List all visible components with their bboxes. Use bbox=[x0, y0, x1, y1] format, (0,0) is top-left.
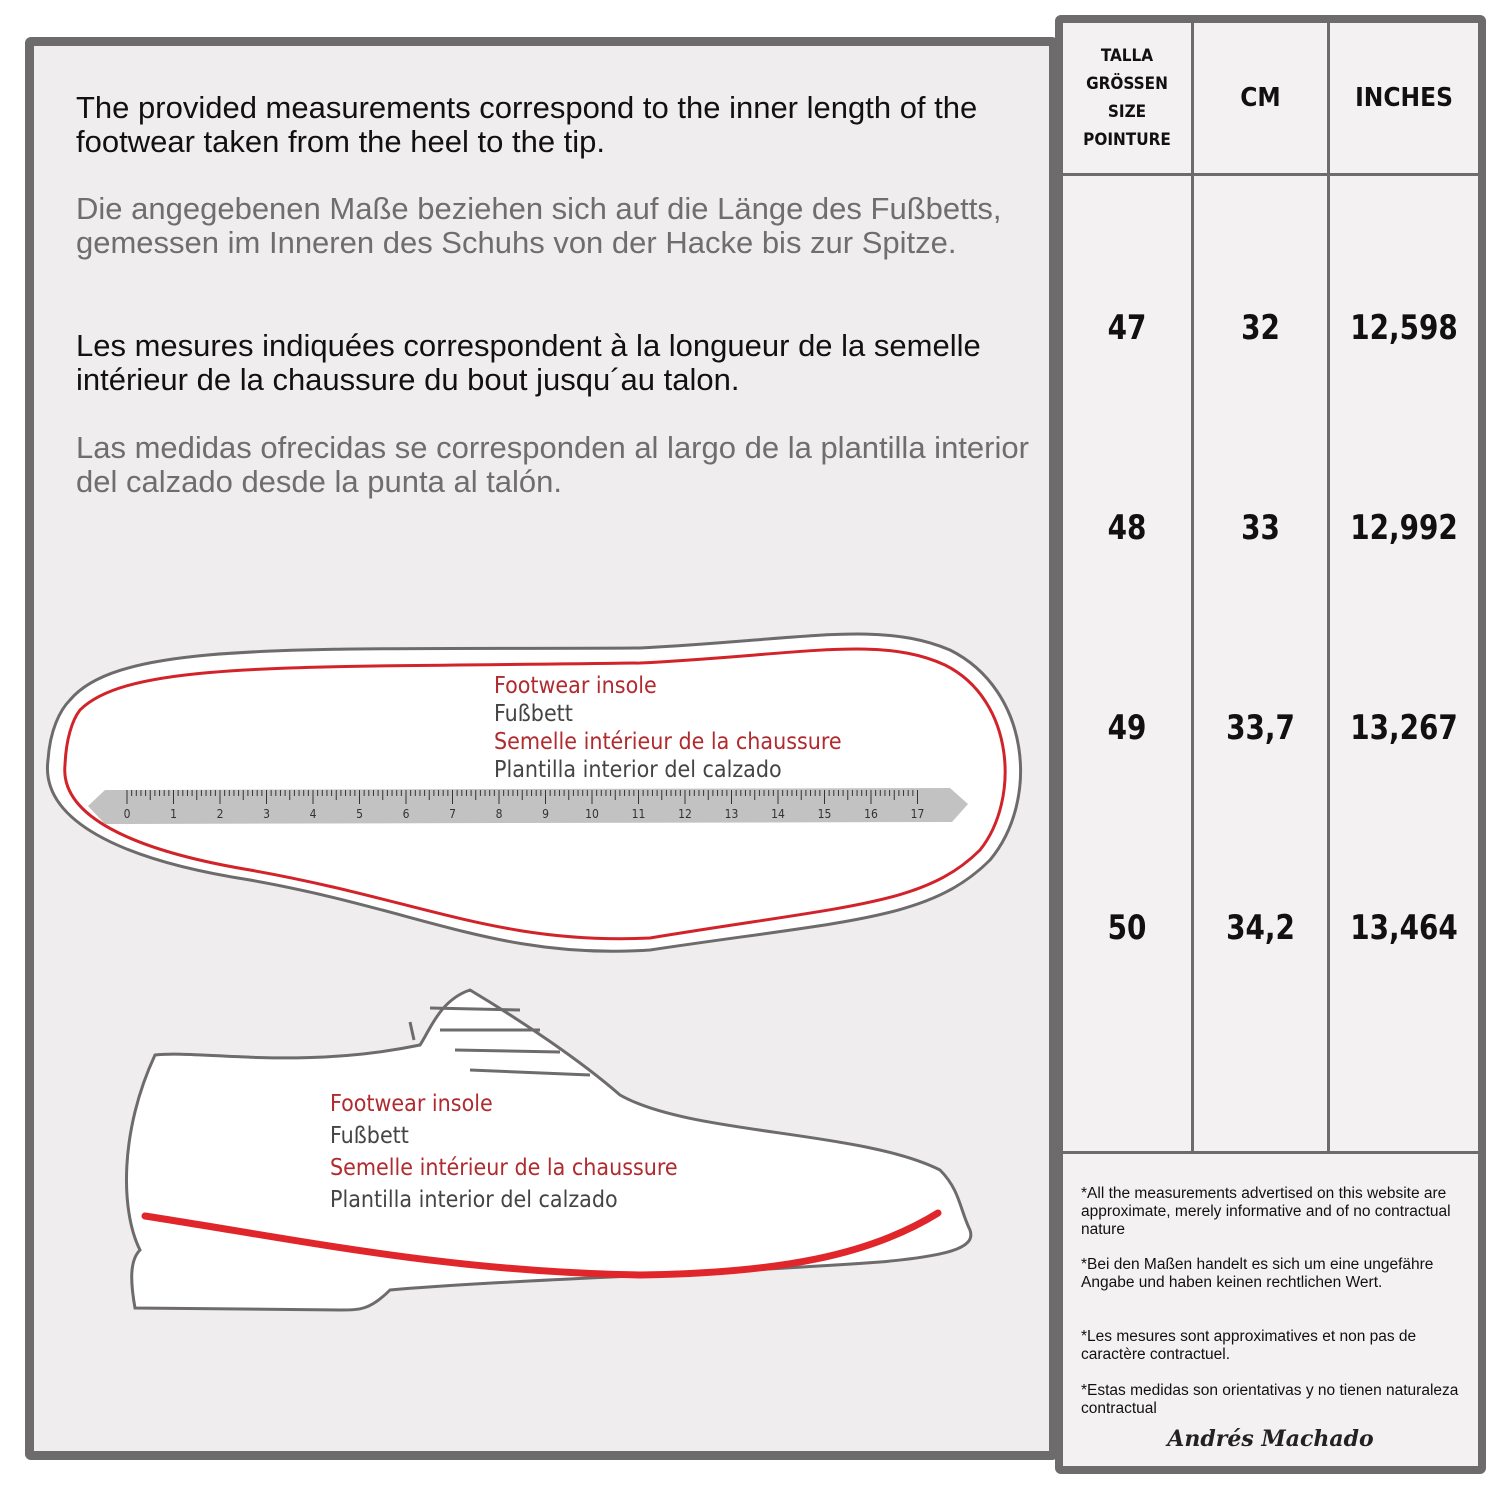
shoe-label-de: Fußbett bbox=[330, 1123, 409, 1149]
cell-inches: 12,992 bbox=[1350, 508, 1458, 548]
brand-logo: Andrés Machado bbox=[1167, 1426, 1374, 1452]
cell-size: 48 bbox=[1107, 508, 1147, 548]
cell-cm: 32 bbox=[1241, 308, 1280, 348]
shoe-label-fr: Semelle intérieur de la chaussure bbox=[330, 1155, 678, 1181]
ruler-number: 0 bbox=[124, 807, 131, 821]
insole-label-fr: Semelle intérieur de la chaussure bbox=[494, 729, 842, 755]
ruler-ticks: 0 1 2 3 4 5 6 7 8 9 10 11 12 13 14 15 16 17 bbox=[124, 790, 925, 821]
ruler-number: 4 bbox=[310, 807, 317, 821]
cell-inches: 13,267 bbox=[1350, 708, 1458, 748]
ruler-number: 14 bbox=[771, 807, 785, 821]
shoe-label-en: Footwear insole bbox=[330, 1091, 493, 1117]
insole-label-en: Footwear insole bbox=[494, 673, 657, 699]
header-size: TALLA GRÖSSEN SIZE POINTURE bbox=[1083, 46, 1171, 150]
intro-french: Les mesures indiquées correspondent à la… bbox=[76, 328, 981, 397]
ruler-number: 3 bbox=[263, 807, 270, 821]
insole-illustration: 0 1 2 3 4 5 6 7 8 9 10 11 12 13 14 15 16 17 bbox=[45, 632, 1023, 953]
ruler-number: 6 bbox=[403, 807, 410, 821]
intro-spanish: Las medidas ofrecidas se corresponden al… bbox=[76, 430, 1029, 499]
illustrations: 0 1 2 3 4 5 6 7 8 9 10 11 12 13 14 15 16 17 bbox=[45, 632, 1023, 1312]
note-en: *All the measurements advertised on this… bbox=[1081, 1185, 1451, 1238]
ruler-number: 1 bbox=[170, 807, 177, 821]
header-inches: INCHES bbox=[1355, 83, 1453, 113]
ruler-number: 10 bbox=[585, 807, 599, 821]
ruler-number: 17 bbox=[911, 807, 925, 821]
shoe-illustration bbox=[125, 988, 973, 1312]
note-fr: *Les mesures sont approximatives et non … bbox=[1081, 1328, 1417, 1363]
cell-cm: 33 bbox=[1241, 508, 1280, 548]
ruler-number: 16 bbox=[864, 807, 878, 821]
cell-inches: 12,598 bbox=[1350, 308, 1458, 348]
insole-line bbox=[141, 1209, 942, 1279]
note-es: *Estas medidas son orientativas y no tie… bbox=[1081, 1382, 1459, 1417]
cell-size: 47 bbox=[1107, 308, 1147, 348]
size-table: TALLA GRÖSSEN SIZE POINTURE CM INCHES 47 32 1… bbox=[1055, 15, 1486, 1474]
insole-label-de: Fußbett bbox=[494, 701, 573, 727]
cell-cm: 33,7 bbox=[1226, 708, 1295, 748]
cell-cm: 34,2 bbox=[1226, 908, 1295, 948]
header-cm: CM bbox=[1240, 83, 1281, 113]
note-de: *Bei den Maßen handelt es sich um eine u… bbox=[1081, 1256, 1434, 1291]
intro-english: The provided measurements correspond to … bbox=[76, 90, 978, 159]
ruler-number: 12 bbox=[678, 807, 692, 821]
ruler-number: 9 bbox=[542, 807, 549, 821]
cell-inches: 13,464 bbox=[1350, 908, 1458, 948]
ruler-number: 13 bbox=[725, 807, 739, 821]
ruler-number: 8 bbox=[496, 807, 503, 821]
ruler bbox=[88, 788, 968, 824]
shoe-label-es: Plantilla interior del calzado bbox=[330, 1187, 618, 1213]
ruler-number: 15 bbox=[818, 807, 832, 821]
cell-size: 50 bbox=[1107, 908, 1147, 948]
cell-size: 49 bbox=[1107, 708, 1147, 748]
ruler-number: 7 bbox=[449, 807, 456, 821]
ruler-number: 2 bbox=[217, 807, 224, 821]
intro-german: Die angegebenen Maße beziehen sich auf d… bbox=[76, 191, 1002, 260]
ruler-number: 5 bbox=[356, 807, 363, 821]
insole-label-es: Plantilla interior del calzado bbox=[494, 757, 782, 783]
ruler-number: 11 bbox=[632, 807, 646, 821]
